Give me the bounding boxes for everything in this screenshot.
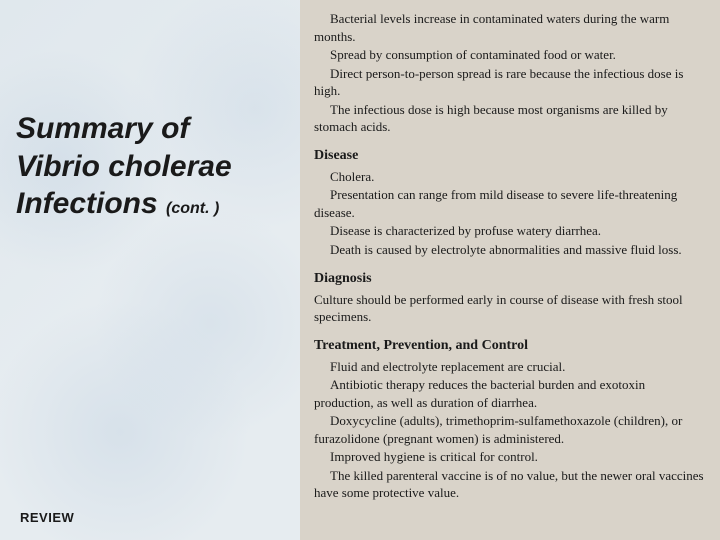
section-diagnosis: Diagnosis Culture should be performed ea… bbox=[314, 271, 706, 326]
section-para: Doxycycline (adults), trimethoprim-sulfa… bbox=[314, 412, 706, 447]
section-para: Culture should be performed early in cou… bbox=[314, 291, 706, 326]
intro-para: Direct person-to-person spread is rare b… bbox=[314, 65, 706, 100]
title-line-3: Infections bbox=[16, 187, 158, 220]
intro-block: Bacterial levels increase in contaminate… bbox=[314, 10, 706, 136]
title-cont: (cont. ) bbox=[166, 200, 219, 217]
section-heading: Disease bbox=[314, 148, 706, 164]
section-heading: Diagnosis bbox=[314, 271, 706, 287]
section-para: Disease is characterized by profuse wate… bbox=[314, 222, 706, 240]
intro-para: Spread by consumption of contaminated fo… bbox=[314, 46, 706, 64]
section-heading: Treatment, Prevention, and Control bbox=[314, 338, 706, 354]
section-para: The killed parenteral vaccine is of no v… bbox=[314, 467, 706, 502]
slide-title: Summary of Vibrio cholerae Infections (c… bbox=[16, 110, 288, 223]
left-panel: Summary of Vibrio cholerae Infections (c… bbox=[0, 0, 300, 540]
title-line-1: Summary of bbox=[16, 112, 189, 145]
section-disease: Disease Cholera. Presentation can range … bbox=[314, 148, 706, 259]
intro-para: Bacterial levels increase in contaminate… bbox=[314, 10, 706, 45]
section-para: Fluid and electrolyte replacement are cr… bbox=[314, 358, 706, 376]
intro-para: The infectious dose is high because most… bbox=[314, 101, 706, 136]
review-label: REVIEW bbox=[20, 510, 74, 525]
section-para: Improved hygiene is critical for control… bbox=[314, 448, 706, 466]
section-para: Antibiotic therapy reduces the bacterial… bbox=[314, 376, 706, 411]
section-para: Presentation can range from mild disease… bbox=[314, 186, 706, 221]
title-line-2: Vibrio cholerae bbox=[16, 150, 232, 183]
section-treatment: Treatment, Prevention, and Control Fluid… bbox=[314, 338, 706, 502]
right-panel: Bacterial levels increase in contaminate… bbox=[300, 0, 720, 540]
section-para: Cholera. bbox=[314, 168, 706, 186]
section-para: Death is caused by electrolyte abnormali… bbox=[314, 241, 706, 259]
